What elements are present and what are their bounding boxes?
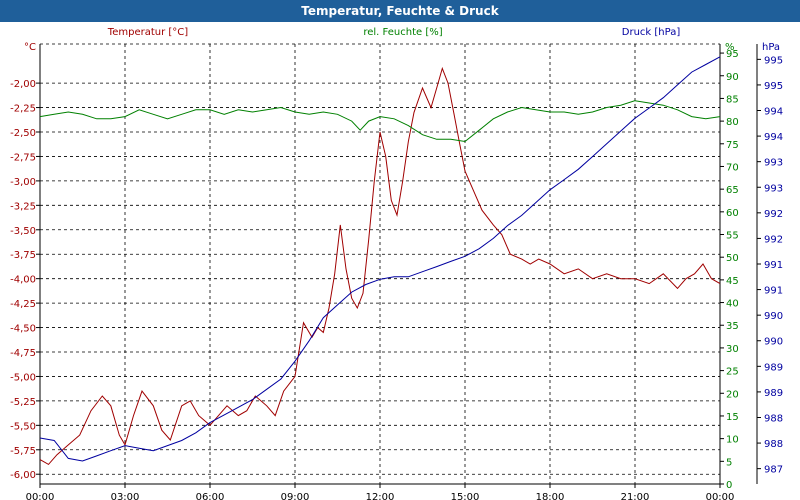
temperature-tick-label: -4,50	[10, 324, 36, 335]
humidity-tick-label: 30	[726, 344, 739, 355]
humidity-tick-label: 45	[726, 276, 739, 287]
pressure-tick-label: 993	[764, 158, 783, 169]
x-tick-time: 15:00	[451, 492, 480, 500]
humidity-axis-title: rel. Feuchte [%]	[363, 27, 442, 38]
pressure-tick-label: 990	[764, 311, 783, 322]
temperature-tick-label: -5,50	[10, 421, 36, 432]
series-line-temperature	[39, 66, 721, 466]
x-tick-time: 18:00	[536, 492, 565, 500]
humidity-tick-label: 90	[726, 72, 739, 83]
humidity-tick-label: 15	[726, 412, 739, 423]
pressure-tick-label: 992	[764, 209, 783, 220]
pressure-tick-label: 991	[764, 286, 783, 297]
pressure-tick-label: 994	[764, 132, 783, 143]
humidity-tick-label: 70	[726, 162, 739, 173]
humidity-tick-label: 55	[726, 231, 739, 242]
temperature-tick-label: -5,00	[10, 372, 36, 383]
temperature-tick-label: -6,00	[10, 470, 36, 481]
temperature-tick-label: -2,00	[10, 79, 36, 90]
window-title: Temperatur, Feuchte & Druck	[0, 0, 800, 22]
humidity-tick-label: 75	[726, 140, 739, 151]
temperature-tick-label: -5,75	[10, 446, 36, 457]
humidity-tick-label: 25	[726, 367, 739, 378]
temperature-tick-label: -3,75	[10, 250, 36, 261]
humidity-tick-label: 5	[726, 457, 732, 468]
temperature-unit-label: °C	[24, 42, 36, 53]
temperature-tick-label: -2,75	[10, 152, 36, 163]
temperature-tick-label: -5,25	[10, 397, 36, 408]
pressure-tick-label: 990	[764, 337, 783, 348]
pressure-tick-label: 995	[764, 81, 783, 92]
humidity-unit-label: %	[725, 42, 735, 53]
temperature-tick-label: -3,25	[10, 201, 36, 212]
humidity-tick-label: 35	[726, 321, 739, 332]
temperature-tick-label: -3,00	[10, 177, 36, 188]
pressure-tick-label: 988	[764, 439, 783, 450]
x-tick-time: 21:00	[621, 492, 650, 500]
x-tick-time: 03:00	[111, 492, 140, 500]
axes	[36, 43, 761, 488]
temperature-tick-label: -2,25	[10, 104, 36, 115]
humidity-tick-label: 20	[726, 389, 739, 400]
pressure-tick-label: 992	[764, 234, 783, 245]
humidity-tick-label: 40	[726, 299, 739, 310]
humidity-tick-label: 60	[726, 208, 739, 219]
pressure-unit-label: hPa	[762, 42, 780, 53]
pressure-tick-label: 994	[764, 107, 783, 118]
temperature-tick-label: -2,50	[10, 128, 36, 139]
humidity-tick-label: 10	[726, 435, 739, 446]
pressure-tick-label: 991	[764, 260, 783, 271]
pressure-axis-title: Druck [hPa]	[622, 27, 681, 38]
axis-labels: -2,00 -2,25 -2,50 -2,75 -3,00 -3,25 -3,50 -3,75…	[10, 27, 783, 500]
humidity-tick-label: 95	[726, 49, 739, 60]
x-tick-time: 00:00	[26, 492, 55, 500]
pressure-tick-label: 995	[764, 55, 783, 66]
x-tick-time: 00:00	[706, 492, 735, 500]
pressure-tick-label: 987	[764, 465, 783, 476]
temperature-axis-title: Temperatur [°C]	[107, 27, 188, 38]
series-line-pressure	[39, 56, 721, 462]
x-tick-time: 06:00	[196, 492, 225, 500]
pressure-tick-label: 993	[764, 183, 783, 194]
temperature-tick-label: -3,50	[10, 226, 36, 237]
temperature-tick-label: -4,00	[10, 275, 36, 286]
temperature-tick-label: -4,25	[10, 299, 36, 310]
chart-area: -2,00 -2,25 -2,50 -2,75 -3,00 -3,25 -3,50 -3,75…	[10, 27, 783, 500]
series-layer	[39, 56, 721, 466]
x-tick-time: 12:00	[366, 492, 395, 500]
pressure-tick-label: 988	[764, 413, 783, 424]
x-tick-time: 09:00	[281, 492, 310, 500]
humidity-tick-label: 80	[726, 117, 739, 128]
humidity-tick-label: 50	[726, 253, 739, 264]
grid-lines	[40, 44, 720, 484]
pressure-tick-label: 989	[764, 362, 783, 373]
series-line-humidity	[39, 100, 721, 143]
pressure-tick-label: 989	[764, 388, 783, 399]
temperature-tick-label: -4,75	[10, 348, 36, 359]
humidity-tick-label: 65	[726, 185, 739, 196]
humidity-tick-label: 85	[726, 94, 739, 105]
humidity-tick-label: 0	[726, 480, 732, 491]
